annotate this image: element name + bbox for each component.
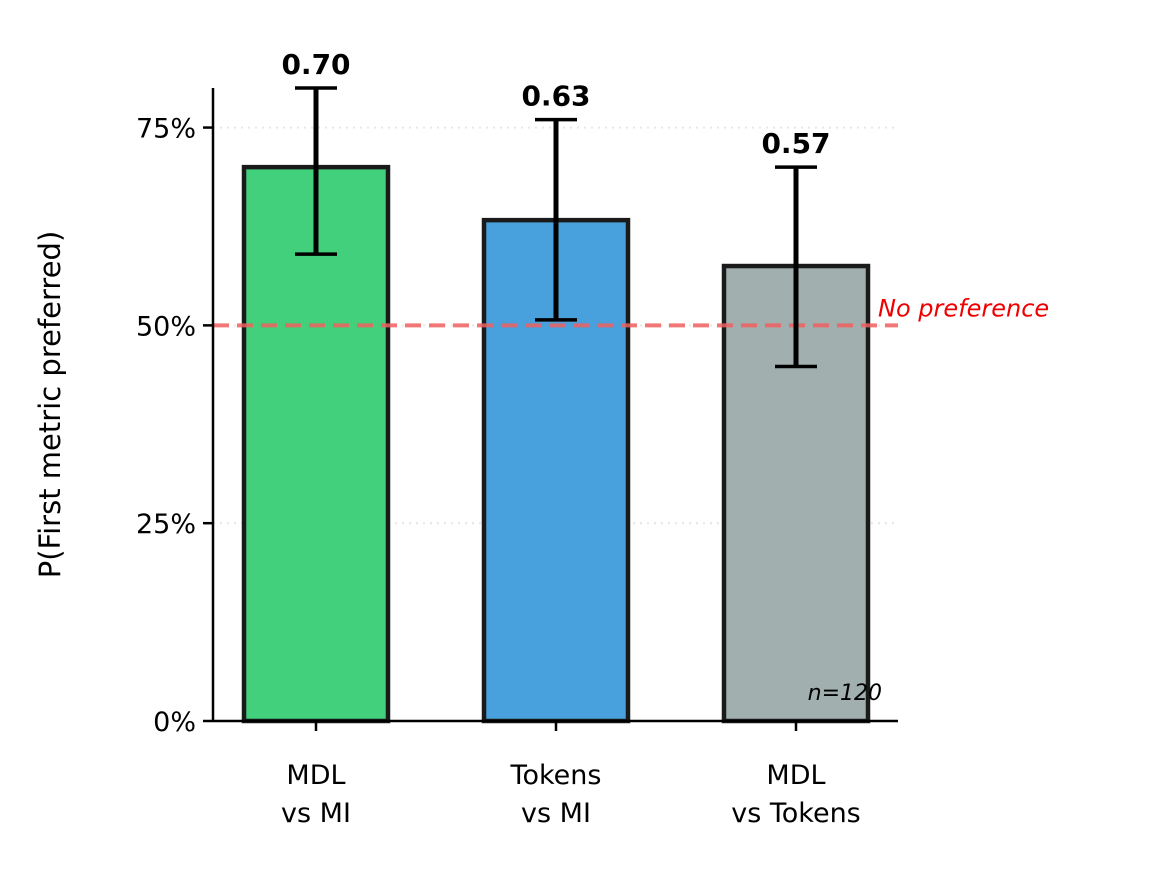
bar	[241, 164, 391, 724]
axes	[203, 88, 898, 731]
x-tick-label: MDL vs Tokens	[731, 760, 861, 829]
y-tick-label: 0%	[153, 707, 196, 738]
y-tick-label: 50%	[136, 311, 196, 342]
value-label: 0.70	[281, 48, 350, 81]
error-bars	[295, 86, 817, 369]
x-tick-label: MDL vs MI	[281, 760, 351, 829]
sample-size-note: n=120	[808, 681, 882, 706]
y-axis-label: P(First metric preferred)	[33, 231, 67, 579]
value-label: 0.63	[521, 80, 590, 113]
y-tick-label: 75%	[136, 114, 196, 145]
labels: 0% 25% 50% 75% MDL vs MI Tokens vs MI MDL vs Toke…	[33, 48, 1049, 829]
value-label: 0.57	[761, 127, 830, 160]
reference-line-label: No preference	[878, 294, 1049, 322]
x-tick-label: Tokens vs MI	[510, 760, 602, 829]
y-tick-label: 25%	[136, 509, 196, 540]
